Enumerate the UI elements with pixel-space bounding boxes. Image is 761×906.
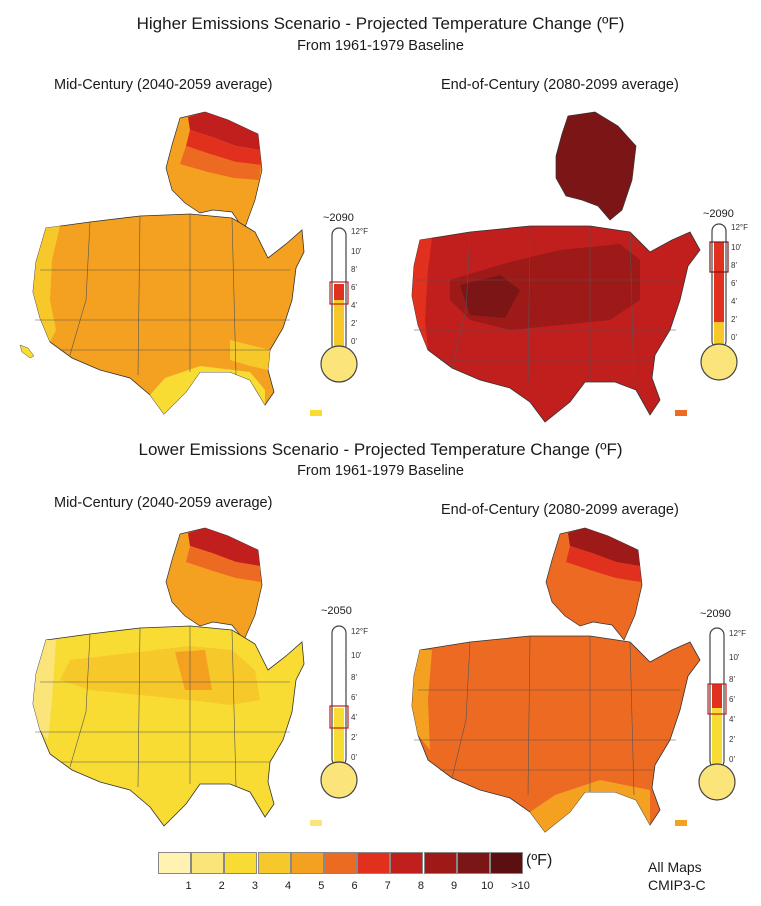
legend-swatch <box>224 852 258 874</box>
svg-text:2': 2' <box>351 319 357 328</box>
svg-text:2': 2' <box>351 733 357 742</box>
svg-text:0': 0' <box>351 337 357 346</box>
svg-text:0': 0' <box>731 333 737 342</box>
svg-text:6': 6' <box>351 283 357 292</box>
puerto-rico-shape <box>310 410 322 416</box>
lower-end-label: End-of-Century (2080-2099 average) <box>441 502 679 518</box>
lower-scenario-title: Lower Emissions Scenario - Projected Tem… <box>138 440 623 459</box>
higher-scenario-title: Higher Emissions Scenario - Projected Te… <box>136 14 625 33</box>
svg-text:2': 2' <box>731 315 737 324</box>
svg-text:4': 4' <box>351 301 357 310</box>
higher-scenario-subtitle: From 1961-1979 Baseline <box>297 38 464 54</box>
thermometer-lower-end: 12°F 10' 8' 6' 4' 2' 0' <box>698 627 746 801</box>
therm-label-lower-mid: ~2050 <box>321 605 352 617</box>
svg-text:4': 4' <box>729 715 735 724</box>
conus-shape <box>32 213 305 415</box>
lower-scenario-subtitle: From 1961-1979 Baseline <box>297 463 464 479</box>
higher-mid-label: Mid-Century (2040-2059 average) <box>54 77 273 93</box>
svg-text:2': 2' <box>729 735 735 744</box>
legend-swatch <box>390 852 424 874</box>
map-lower-mid <box>32 527 322 827</box>
legend-label: 4 <box>285 880 292 892</box>
map-lower-end <box>411 527 701 833</box>
legend-swatch <box>257 852 291 874</box>
legend-unit: (ºF) <box>526 852 553 869</box>
maps-note-line1: All Maps <box>648 859 702 875</box>
thermometer-fill <box>334 284 344 356</box>
higher-end-label: End-of-Century (2080-2099 average) <box>441 77 679 93</box>
thermometer-higher-end: 12°F 10' 8' 6' 4' 2' 0' <box>700 223 748 381</box>
legend-swatch <box>490 852 523 874</box>
svg-text:12°F: 12°F <box>729 629 746 638</box>
svg-text:6': 6' <box>351 693 357 702</box>
therm-label-higher-mid: ~2090 <box>323 212 354 224</box>
svg-text:0': 0' <box>351 753 357 762</box>
legend-label: 7 <box>384 880 391 892</box>
legend-label: 1 <box>185 880 192 892</box>
legend-label: 3 <box>251 880 258 892</box>
legend-label: 2 <box>218 880 225 892</box>
svg-text:12°F: 12°F <box>351 227 368 236</box>
legend-label: 6 <box>351 880 358 892</box>
svg-text:4': 4' <box>731 297 737 306</box>
conus-shape <box>411 635 701 833</box>
legend-label: 8 <box>417 880 424 892</box>
legend-swatch <box>423 852 457 874</box>
svg-text:8': 8' <box>351 265 357 274</box>
legend-swatch <box>290 852 324 874</box>
maps-note: All Maps CMIP3-C <box>648 858 706 894</box>
thermometer-fill <box>712 684 722 772</box>
svg-text:8': 8' <box>729 675 735 684</box>
legend-swatch <box>158 852 191 874</box>
lower-mid-label: Mid-Century (2040-2059 average) <box>54 495 273 511</box>
thermometer-fill <box>334 708 344 770</box>
legend-swatch <box>191 852 225 874</box>
svg-text:4': 4' <box>351 713 357 722</box>
svg-text:6': 6' <box>731 279 737 288</box>
therm-label-higher-end: ~2090 <box>703 208 734 220</box>
puerto-rico-shape <box>310 820 322 826</box>
svg-text:6': 6' <box>729 695 735 704</box>
svg-text:10': 10' <box>731 243 742 252</box>
therm-label-lower-end: ~2090 <box>700 608 731 620</box>
legend-swatch <box>324 852 357 874</box>
legend-label: 10 <box>481 880 494 892</box>
map-higher-mid <box>19 111 322 416</box>
puerto-rico-shape <box>675 820 687 826</box>
svg-text:10': 10' <box>729 653 740 662</box>
legend-label: >10 <box>511 880 530 892</box>
svg-text:8': 8' <box>731 261 737 270</box>
legend-swatch <box>357 852 391 874</box>
hawaii-shape <box>19 344 35 359</box>
svg-text:10': 10' <box>351 247 362 256</box>
svg-text:10': 10' <box>351 651 362 660</box>
thermometer-lower-mid: 12°F 10' 8' 6' 4' 2' 0' <box>320 625 368 799</box>
alaska-shape <box>555 111 637 221</box>
maps-note-line2: CMIP3-C <box>648 877 706 893</box>
svg-text:12°F: 12°F <box>731 223 748 232</box>
legend-label: 9 <box>451 880 458 892</box>
thermometer-fill <box>714 242 724 352</box>
legend-label: 5 <box>318 880 325 892</box>
svg-text:12°F: 12°F <box>351 627 368 636</box>
map-higher-end <box>411 111 701 423</box>
legend-swatch <box>456 852 490 874</box>
puerto-rico-shape <box>675 410 687 416</box>
svg-text:8': 8' <box>351 673 357 682</box>
thermometer-higher-mid: 12°F 10' 8' 6' 4' 2' 0' <box>320 227 368 383</box>
svg-text:0': 0' <box>729 755 735 764</box>
